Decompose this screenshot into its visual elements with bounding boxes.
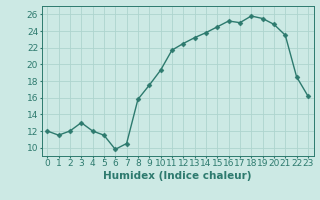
X-axis label: Humidex (Indice chaleur): Humidex (Indice chaleur)	[103, 171, 252, 181]
